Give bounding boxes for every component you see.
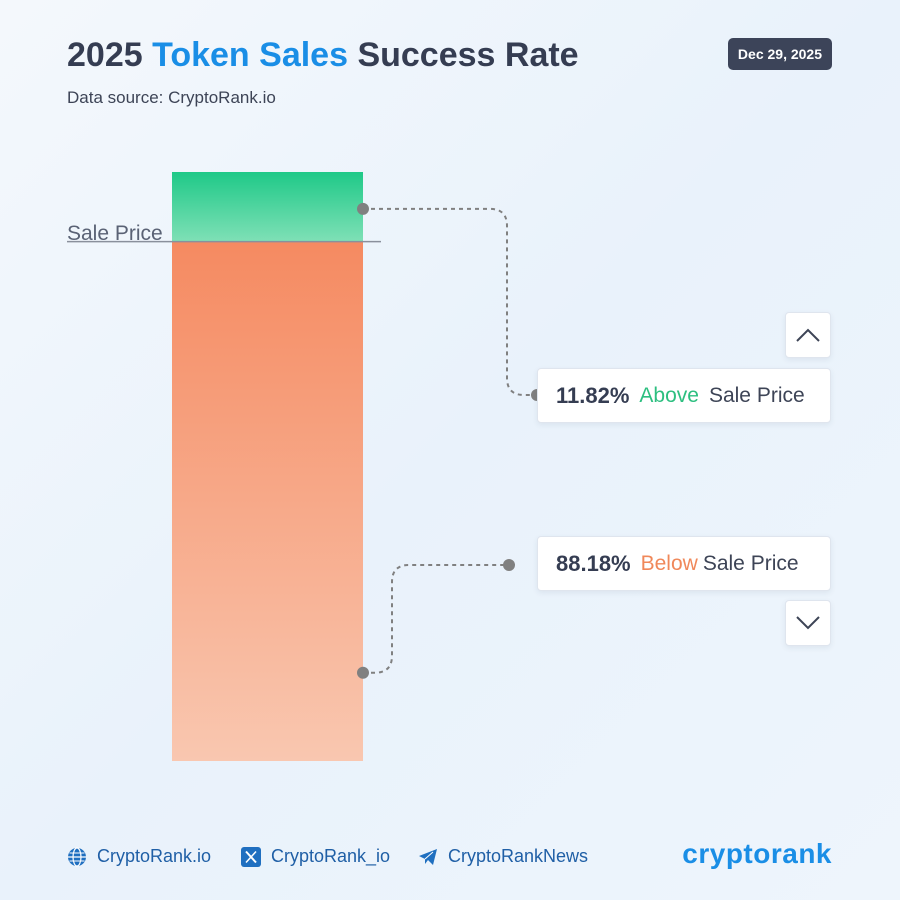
above-label: Above [639,383,699,407]
chevron-down-icon [796,616,820,630]
below-label: Below [640,551,698,575]
footer-link-x[interactable]: CryptoRank_io [241,846,390,867]
below-card: 88.18% Below Sale Price [537,536,831,591]
telegram-icon [419,848,437,865]
above-card: 11.82% Above Sale Price [537,368,831,423]
date-badge: Dec 29, 2025 [727,38,832,70]
footer-link-telegram-label: CryptoRankNews [448,846,589,866]
connector-above [363,207,537,396]
cryptorank-logo: cryptorank [682,838,832,869]
title-accent: Token Sales [152,36,348,74]
above-suffix: Sale Price [708,383,805,407]
footer-link-website[interactable]: CryptoRank.io [67,846,211,867]
footer-link-website-label: CryptoRank.io [97,846,212,866]
connector-dot [357,202,369,215]
page-title: 2025 Token Sales Success Rate [67,36,579,75]
data-source: Data source: CryptoRank.io [67,88,276,107]
scroll-down-button[interactable] [785,600,831,646]
below-percentage: 88.18% [556,550,631,576]
connector-below [363,564,509,674]
sale-price-label: Sale Price [67,222,163,245]
globe-icon [68,846,86,867]
above-percentage: 11.82% [556,382,630,408]
x-icon [241,846,261,867]
title-year: 2025 [67,36,143,74]
bar-above-segment [172,172,363,242]
footer-link-x-label: CryptoRank_io [271,846,391,866]
connector-dot [503,559,515,571]
footer-link-telegram[interactable]: CryptoRankNews [418,846,588,867]
connector-dot [357,666,369,679]
chevron-up-icon [796,328,820,342]
scroll-up-button[interactable] [785,312,831,358]
below-suffix: Sale Price [702,551,799,575]
title-suffix: Success Rate [357,36,579,74]
bar-below-segment [172,241,363,761]
